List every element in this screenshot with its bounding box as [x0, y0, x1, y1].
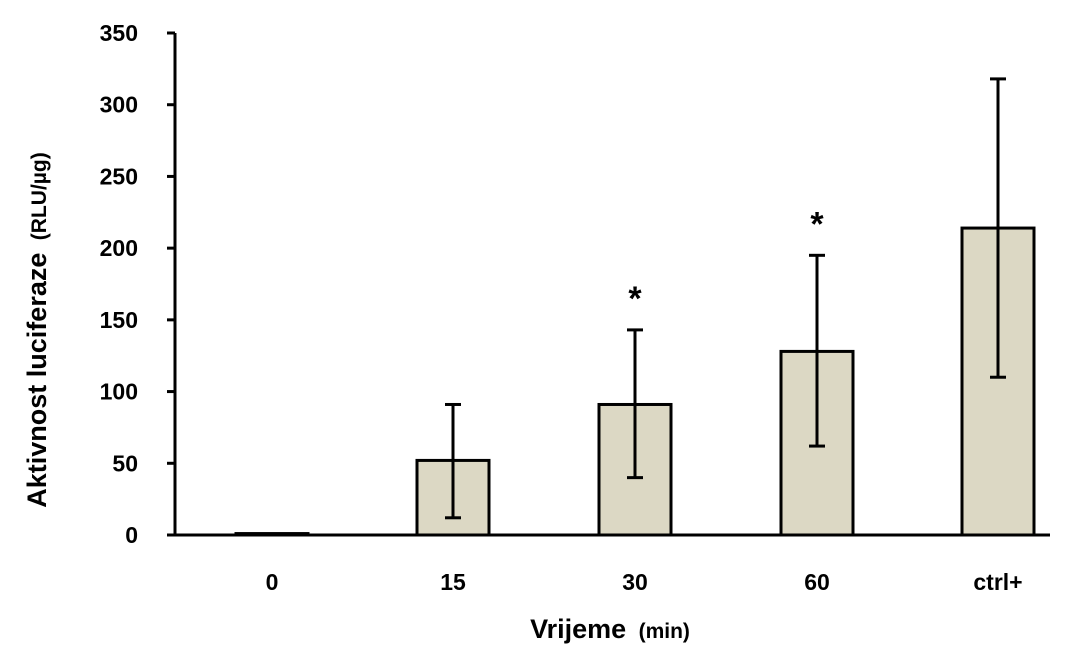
- y-axis-label-main: Aktivnost luciferaze: [22, 253, 52, 508]
- x-tick-label: 60: [804, 569, 830, 595]
- y-axis-ticks: 0 50 100 150 200 250 300 350: [100, 20, 175, 548]
- bar-ctrl+: [960, 226, 1036, 537]
- y-tick-label: 300: [100, 92, 138, 118]
- y-tick-label: 150: [100, 307, 138, 333]
- error-bars: [445, 77, 1006, 520]
- significance-asterisk: *: [810, 205, 824, 243]
- y-tick-label: 100: [100, 379, 138, 405]
- x-axis-label-main: Vrijeme: [530, 614, 626, 644]
- y-tick-label: 0: [125, 522, 138, 548]
- y-axis-label: Aktivnost luciferaze (RLU/µg): [22, 152, 52, 507]
- x-axis-tick-labels: 0 15 30 60 ctrl+: [266, 569, 1023, 595]
- y-tick-label: 200: [100, 235, 138, 261]
- x-tick-label: 0: [266, 569, 279, 595]
- x-tick-label: ctrl+: [973, 569, 1022, 595]
- y-axis-label-unit: (RLU/µg): [28, 152, 51, 240]
- y-tick-label: 50: [112, 450, 138, 476]
- significance-asterisk: *: [628, 280, 642, 318]
- y-tick-label: 250: [100, 163, 138, 189]
- x-axis-label: Vrijeme (min): [530, 614, 690, 644]
- y-tick-label: 350: [100, 20, 138, 46]
- x-axis-label-unit: (min): [639, 620, 690, 643]
- significance-markers: **: [628, 205, 824, 318]
- x-tick-label: 30: [622, 569, 648, 595]
- x-tick-label: 15: [440, 569, 466, 595]
